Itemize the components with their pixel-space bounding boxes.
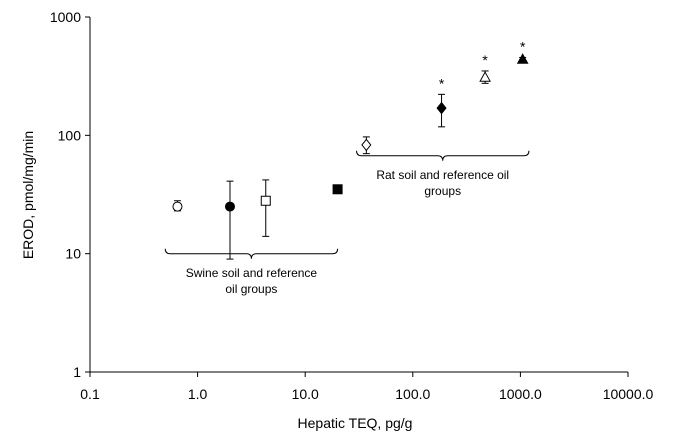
diamond-marker <box>361 138 372 152</box>
group-annotation-text: groups <box>424 184 461 198</box>
group-annotation-text: Swine soil and reference <box>186 266 318 280</box>
x-tick-label: 10.0 <box>292 386 319 402</box>
y-tick-label: 1 <box>73 364 81 380</box>
x-tick-label: 10000.0 <box>603 386 654 402</box>
circle-marker <box>172 201 183 212</box>
diamond-marker <box>436 101 447 115</box>
y-tick-label: 10 <box>65 246 81 262</box>
x-tick-label: 0.1 <box>80 386 100 402</box>
group-annotation-text: Rat soil and reference oil <box>376 168 509 182</box>
axes: 1 10 100 1000 0.1 1.0 10.0 100.0 1000.0 10000.0 <box>50 9 654 402</box>
x-tick-label: 1000.0 <box>499 386 542 402</box>
significance-markers: * * * <box>439 38 526 91</box>
y-tick-label: 1000 <box>50 9 81 25</box>
significance-star: * <box>482 52 488 68</box>
square-marker <box>260 195 271 206</box>
significance-star: * <box>520 38 526 54</box>
square-marker <box>332 184 343 195</box>
data-markers <box>172 53 529 212</box>
group-braces: Swine soil and reference oil groups Rat so… <box>164 150 530 296</box>
group-annotation-text: oil groups <box>225 282 277 296</box>
y-axis-title: EROD, pmol/mg/min <box>20 131 36 259</box>
y-tick-label: 100 <box>58 127 82 143</box>
group-brace <box>356 150 530 161</box>
x-tick-label: 1.0 <box>188 386 208 402</box>
significance-star: * <box>439 75 445 91</box>
x-tick-label: 100.0 <box>395 386 430 402</box>
x-axis-title: Hepatic TEQ, pg/g <box>298 415 413 431</box>
triangle-marker <box>516 53 529 64</box>
circle-marker <box>224 201 235 212</box>
group-brace <box>164 248 339 259</box>
triangle-marker <box>479 71 491 82</box>
error-bars <box>173 56 527 260</box>
